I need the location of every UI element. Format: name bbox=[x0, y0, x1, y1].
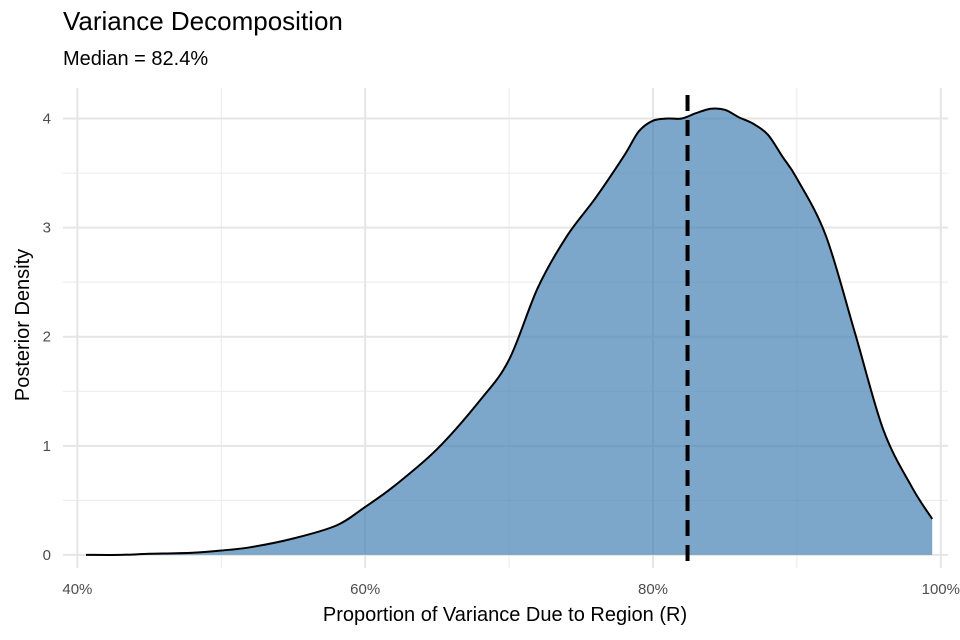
y-tick-label: 2 bbox=[43, 329, 51, 346]
density-area bbox=[86, 108, 933, 555]
x-tick-label: 100% bbox=[922, 581, 960, 598]
y-axis-ticks: 0 1 2 3 4 bbox=[43, 111, 51, 564]
x-tick-label: 60% bbox=[350, 581, 380, 598]
x-axis-ticks: 40% 60% 80% 100% bbox=[62, 581, 960, 598]
y-tick-label: 0 bbox=[43, 547, 51, 564]
density-line bbox=[85, 107, 934, 556]
x-tick-label: 80% bbox=[638, 581, 668, 598]
y-tick-label: 3 bbox=[43, 220, 51, 237]
density-series bbox=[85, 95, 934, 568]
y-tick-label: 4 bbox=[43, 111, 51, 128]
chart-subtitle: Median = 82.4% bbox=[63, 48, 209, 70]
x-tick-label: 40% bbox=[62, 581, 92, 598]
y-tick-label: 1 bbox=[43, 438, 51, 455]
chart-title: Variance Decomposition bbox=[63, 6, 343, 36]
x-axis-title: Proportion of Variance Due to Region (R) bbox=[323, 604, 687, 626]
y-axis-title: Posterior Density bbox=[12, 249, 34, 401]
